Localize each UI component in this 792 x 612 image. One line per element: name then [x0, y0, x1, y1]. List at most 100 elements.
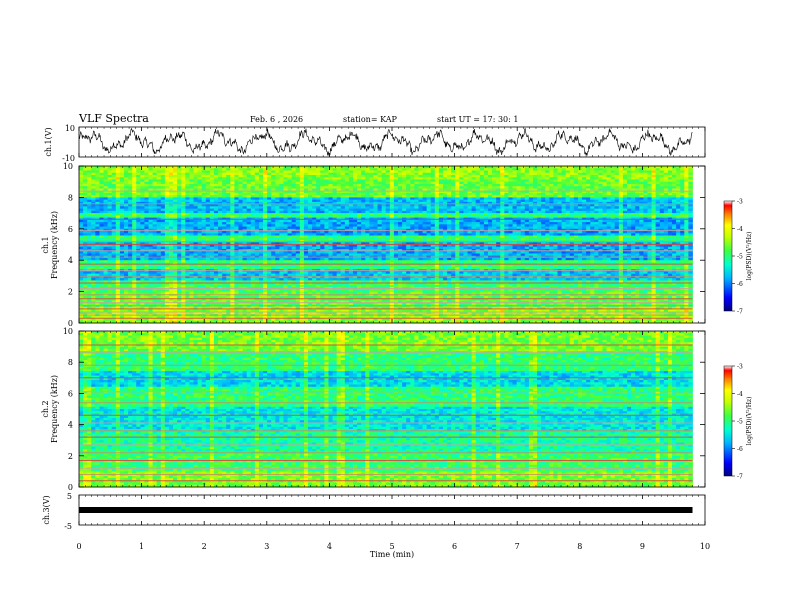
spectrogram-cell: [128, 224, 132, 227]
spectrogram-cell: [124, 177, 128, 180]
spectrogram-cell: [112, 231, 116, 234]
spectrogram-cell: [177, 177, 181, 180]
spectrogram-cell: [169, 168, 173, 171]
spectrogram-cell: [124, 224, 128, 227]
spectrogram-cell: [79, 319, 83, 322]
spectrogram-cell: [108, 224, 112, 227]
spectrogram-cell: [116, 215, 120, 218]
spectrogram-cell: [128, 278, 132, 281]
spectrogram-cell: [153, 224, 157, 227]
spectrogram-cell: [87, 193, 91, 196]
spectrogram-cell: [165, 193, 169, 196]
spectrogram-cell: [116, 200, 120, 203]
spectrogram-cell: [95, 184, 99, 187]
spectrogram-cell: [87, 209, 91, 212]
spectrogram-cell: [104, 319, 108, 322]
spectrogram-cell: [173, 215, 177, 218]
spectrogram-cell: [120, 200, 124, 203]
spectrogram-cell: [149, 224, 153, 227]
spectrogram-cell: [165, 303, 169, 306]
spectrogram-cell: [83, 168, 87, 171]
spectrogram-cell: [165, 209, 169, 212]
spectrogram-cell: [185, 231, 189, 234]
spectrogram-cell: [79, 271, 83, 274]
spectrogram-cell: [173, 303, 177, 306]
spectrogram-cell: [87, 200, 91, 203]
spectrogram-cell: [87, 184, 91, 187]
spectrogram-cell: [173, 319, 177, 322]
spectrogram-cell: [99, 215, 103, 218]
spectrogram-cell: [173, 224, 177, 227]
spectrogram-cell: [104, 215, 108, 218]
spectrogram-cell: [173, 193, 177, 196]
spectrogram-cell: [124, 209, 128, 212]
spectrogram-cell: [132, 209, 136, 212]
ch1-waveform-panel: 10 -10 ch.1(V): [44, 124, 705, 163]
spectrogram-cell: [189, 209, 193, 212]
spectrogram-cell: [161, 193, 165, 196]
spectrogram-cell: [181, 209, 185, 212]
spectrogram-cell: [153, 215, 157, 218]
spectrogram-cell: [173, 200, 177, 203]
spectrogram-cell: [120, 231, 124, 234]
spectrogram-cell: [144, 177, 148, 180]
spectrogram-cell: [161, 231, 165, 234]
spectrogram-cell: [149, 303, 153, 306]
spectrogram-cell: [99, 224, 103, 227]
spectrogram-cell: [79, 231, 83, 234]
spectrogram-cell: [112, 209, 116, 212]
spectrogram-cell: [87, 177, 91, 180]
spectrogram-cell: [153, 231, 157, 234]
spectrogram-cell: [165, 224, 169, 227]
spectrogram-cell: [157, 271, 161, 274]
spectrogram-cell: [108, 303, 112, 306]
spectrogram-cell: [112, 278, 116, 281]
spectrogram-cell: [132, 247, 136, 250]
spectrogram-cell: [177, 215, 181, 218]
spectrogram-cell: [87, 168, 91, 171]
spectrogram-cell: [185, 271, 189, 274]
spectrogram-cell: [136, 193, 140, 196]
spectrogram-cell: [112, 200, 116, 203]
spectrogram-cell: [95, 303, 99, 306]
spectrogram-cell: [91, 168, 95, 171]
spectrogram-cell: [177, 168, 181, 171]
spectrogram-cell: [140, 200, 144, 203]
spectrogram-cell: [136, 231, 140, 234]
spectrogram-cell: [161, 247, 165, 250]
spectrogram-cell: [140, 271, 144, 274]
spectrogram-cell: [165, 247, 169, 250]
spectrogram-cell: [149, 278, 153, 281]
spectrogram-cell: [161, 168, 165, 171]
spectrogram-cell: [128, 193, 132, 196]
spectrogram-cell: [185, 168, 189, 171]
spectrogram-cell: [95, 177, 99, 180]
spectrogram-cell: [95, 215, 99, 218]
spectrogram-cell: [149, 271, 153, 274]
spectrogram-cell: [149, 215, 153, 218]
spectrogram-cell: [95, 247, 99, 250]
spectrogram-cell: [144, 247, 148, 250]
spectrogram-cell: [132, 271, 136, 274]
spectrogram-cell: [153, 200, 157, 203]
spectrogram-cell: [83, 200, 87, 203]
date-label: Feb. 6 , 2026: [250, 115, 303, 124]
spectrogram-cell: [124, 184, 128, 187]
spectrogram-cell: [128, 200, 132, 203]
spectrogram-cell: [189, 271, 193, 274]
spectrogram-cell: [173, 247, 177, 250]
start-time-label: start UT = 17: 30: 1: [437, 115, 518, 124]
spectrogram-cell: [120, 303, 124, 306]
spectrogram-cell: [132, 215, 136, 218]
spectrogram-cell: [169, 303, 173, 306]
spectrogram-cell: [91, 247, 95, 250]
spectrogram-cell: [181, 231, 185, 234]
spectrogram-cell: [83, 209, 87, 212]
spectrogram-cell: [181, 271, 185, 274]
spectrogram-cell: [181, 215, 185, 218]
spectrogram-cell: [104, 209, 108, 212]
spectrogram-cell: [120, 209, 124, 212]
spectrogram-cell: [169, 319, 173, 322]
spectrogram-cell: [157, 319, 161, 322]
spectrogram-cell: [91, 209, 95, 212]
